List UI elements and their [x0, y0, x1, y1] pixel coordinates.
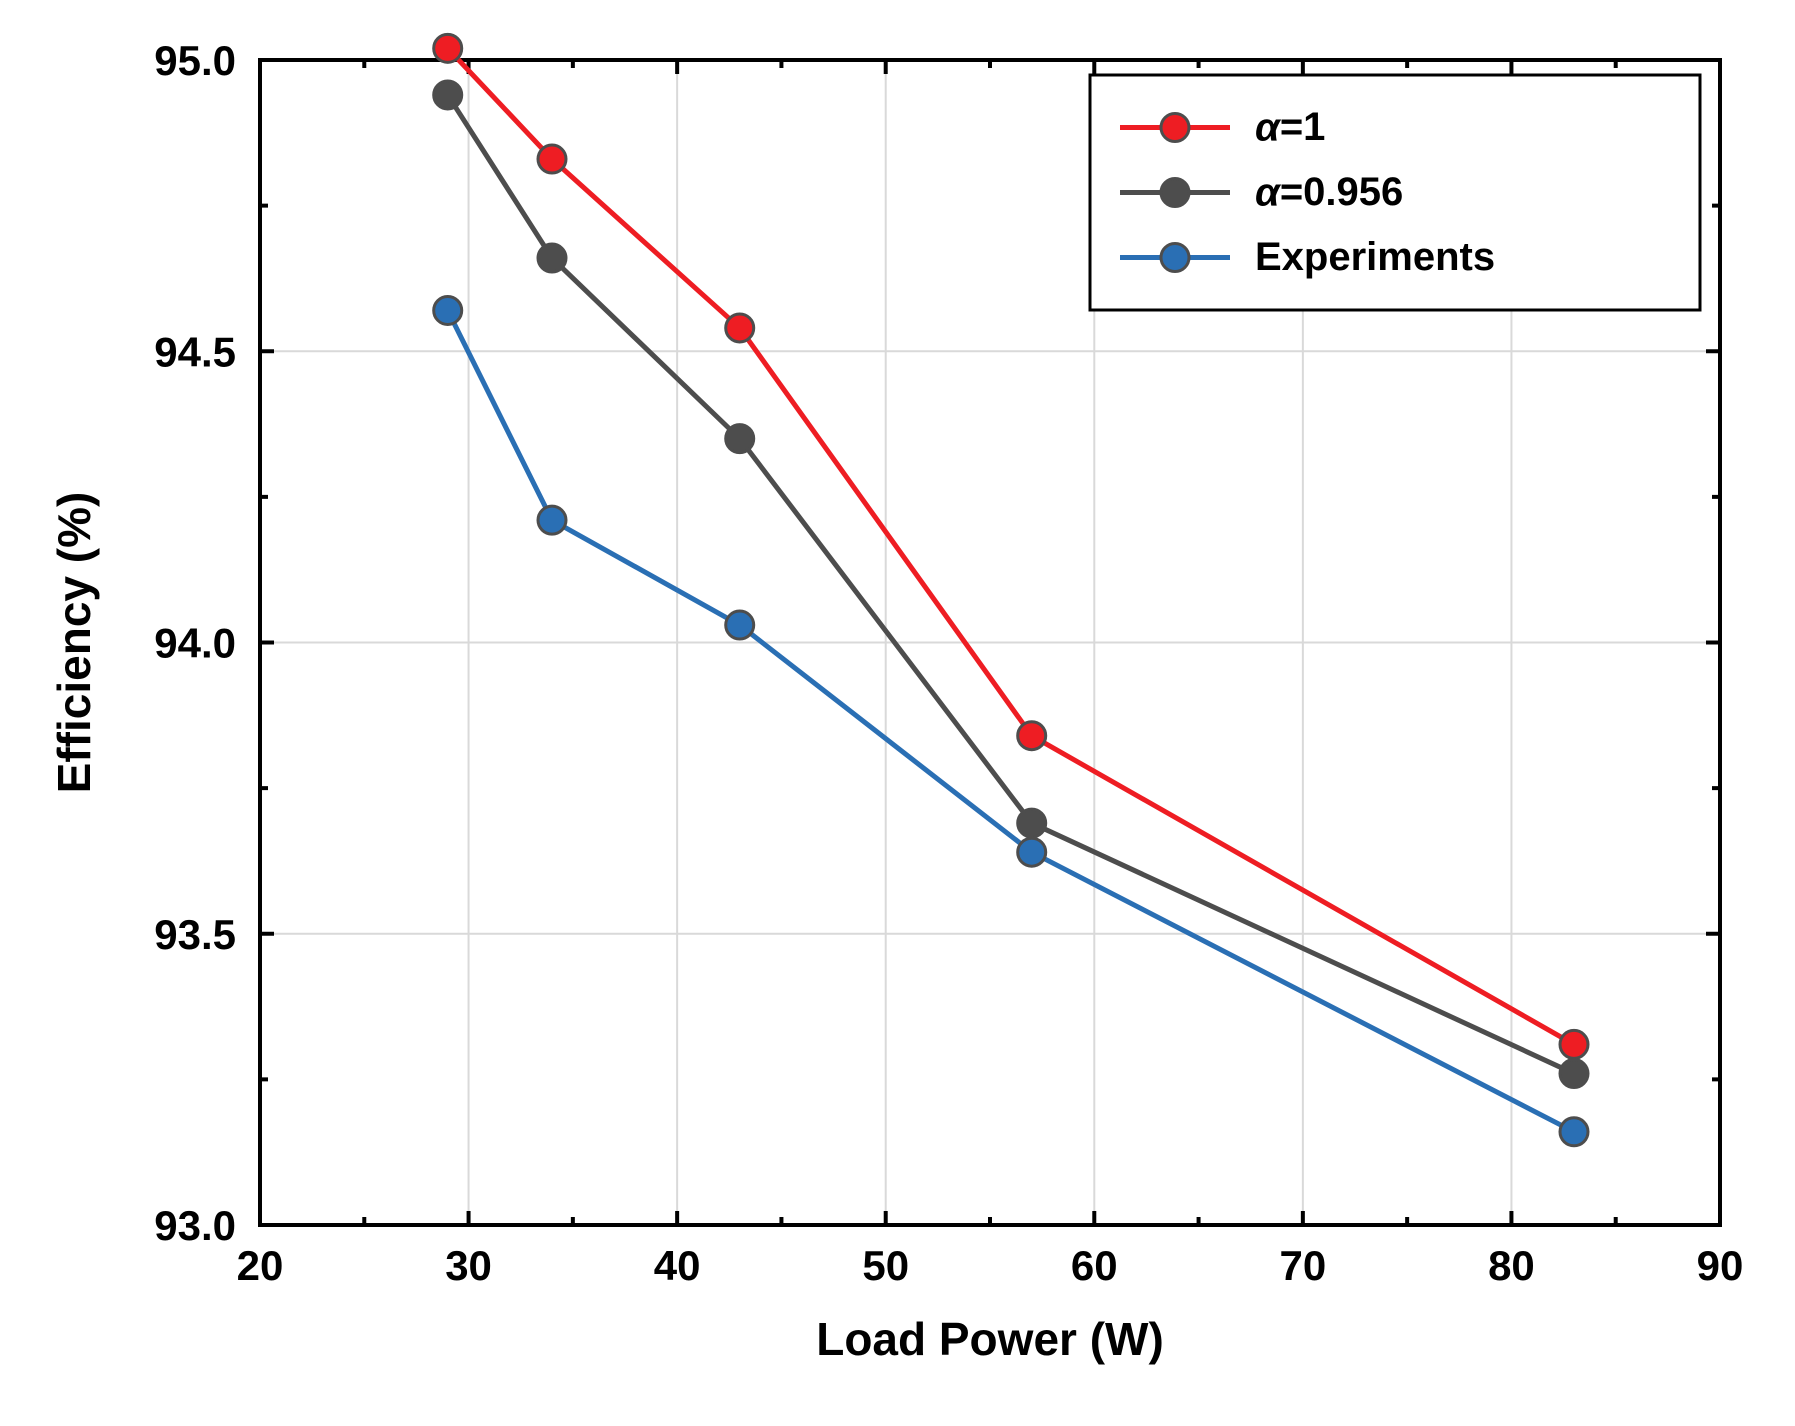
- y-tick-label: 94.0: [154, 620, 236, 667]
- y-axis-title: Efficiency (%): [48, 492, 100, 794]
- series-marker-alpha_1: [1560, 1030, 1588, 1058]
- series-marker-alpha_0956: [538, 244, 566, 272]
- series-marker-experiments: [726, 611, 754, 639]
- x-tick-label: 40: [654, 1242, 701, 1289]
- y-tick-label: 95.0: [154, 37, 236, 84]
- x-tick-label: 90: [1697, 1242, 1744, 1289]
- series-marker-experiments: [1018, 838, 1046, 866]
- y-tick-label: 94.5: [154, 328, 236, 375]
- legend: α=1 α=0.956 Experiments: [1090, 75, 1700, 310]
- series-marker-experiments: [434, 296, 462, 324]
- series-marker-alpha_1: [538, 145, 566, 173]
- x-tick-label: 20: [237, 1242, 284, 1289]
- series-marker-experiments: [1560, 1118, 1588, 1146]
- x-tick-label: 60: [1071, 1242, 1118, 1289]
- legend-label-experiments: Experiments: [1255, 235, 1495, 279]
- series-marker-alpha_0956: [434, 81, 462, 109]
- x-tick-label: 30: [445, 1242, 492, 1289]
- chart-svg: 20 30 40 50 60 70 80 90 93.0 93.5 94.0 94.5 95.0 Load…: [0, 0, 1795, 1426]
- x-tick-label: 80: [1488, 1242, 1535, 1289]
- series-marker-alpha_0956: [726, 425, 754, 453]
- x-tick-label: 50: [862, 1242, 909, 1289]
- y-tick-label: 93.5: [154, 911, 236, 958]
- efficiency-vs-load-power-chart: 20 30 40 50 60 70 80 90 93.0 93.5 94.0 94.5 95.0 Load…: [0, 0, 1795, 1426]
- series-marker-alpha_1: [434, 34, 462, 62]
- series-marker-alpha_1: [726, 314, 754, 342]
- series-marker-alpha_1: [1018, 722, 1046, 750]
- y-tick-label: 93.0: [154, 1202, 236, 1249]
- x-tick-label: 70: [1279, 1242, 1326, 1289]
- series-marker-experiments: [538, 506, 566, 534]
- series-marker-alpha_0956: [1018, 809, 1046, 837]
- legend-label-alpha_0956: α=0.956: [1255, 170, 1403, 214]
- legend-label-alpha_1: α=1: [1255, 105, 1325, 149]
- x-axis-title: Load Power (W): [816, 1313, 1164, 1365]
- series-marker-alpha_0956: [1560, 1060, 1588, 1088]
